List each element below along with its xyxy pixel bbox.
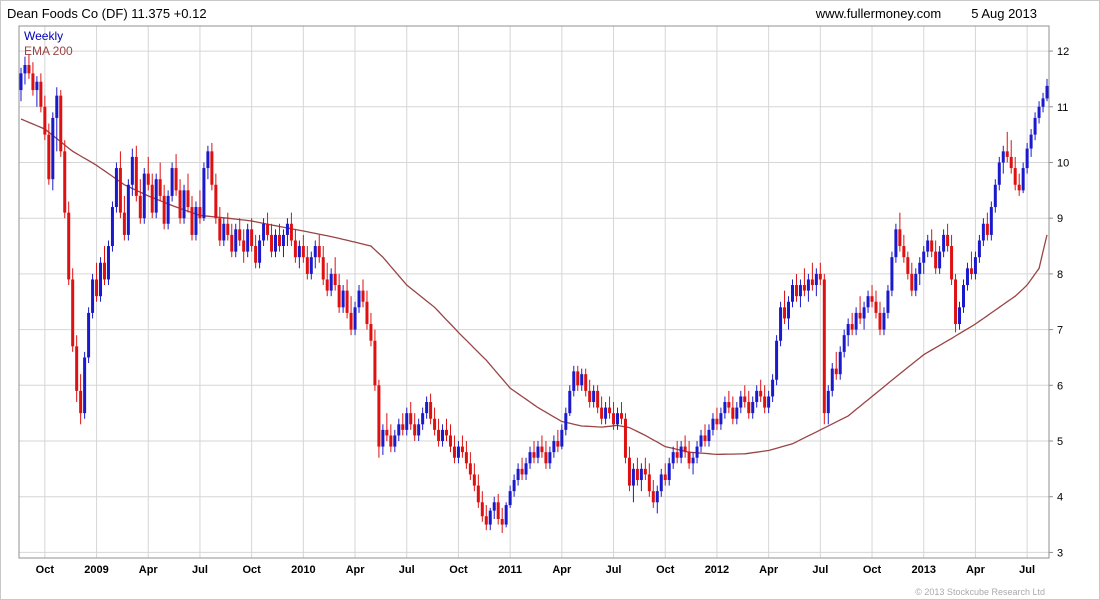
svg-text:Oct: Oct — [36, 564, 55, 576]
copyright-text: © 2013 Stockcube Research Ltd — [915, 587, 1045, 597]
timeframe-label: Weekly — [24, 29, 64, 43]
candles-series — [19, 53, 1049, 533]
svg-text:12: 12 — [1057, 46, 1069, 58]
date-text: 5 Aug 2013 — [971, 6, 1037, 21]
website-text: www.fullermoney.com — [815, 6, 942, 21]
chart-legend: Weekly EMA 200 — [24, 29, 73, 58]
svg-text:2010: 2010 — [291, 564, 315, 576]
svg-text:9: 9 — [1057, 213, 1063, 225]
instrument-title: Dean Foods Co (DF) 11.375 +0.12 — [7, 6, 207, 21]
svg-text:2009: 2009 — [84, 564, 108, 576]
svg-text:6: 6 — [1057, 380, 1063, 392]
svg-text:5: 5 — [1057, 436, 1063, 448]
svg-text:4: 4 — [1057, 492, 1063, 504]
svg-text:7: 7 — [1057, 325, 1063, 337]
svg-text:Apr: Apr — [346, 564, 366, 576]
y-axis-labels: 3 4 5 6 7 8 9 10 11 12 — [1049, 46, 1069, 559]
svg-text:Jul: Jul — [812, 564, 828, 576]
svg-text:Oct: Oct — [656, 564, 675, 576]
svg-text:Apr: Apr — [966, 564, 986, 576]
grid — [19, 26, 1049, 558]
x-axis-labels: Oct 2009 Apr Jul Oct 2010 Apr Jul Oct 2011 Apr Jul O… — [36, 564, 1035, 576]
svg-text:2013: 2013 — [911, 564, 935, 576]
svg-text:Oct: Oct — [449, 564, 468, 576]
svg-text:2012: 2012 — [705, 564, 729, 576]
svg-text:8: 8 — [1057, 269, 1063, 281]
svg-text:Jul: Jul — [606, 564, 622, 576]
svg-text:Jul: Jul — [1019, 564, 1035, 576]
svg-text:3: 3 — [1057, 547, 1063, 559]
svg-text:Jul: Jul — [399, 564, 415, 576]
svg-text:Apr: Apr — [759, 564, 779, 576]
svg-text:10: 10 — [1057, 157, 1069, 169]
svg-text:Jul: Jul — [192, 564, 208, 576]
svg-text:11: 11 — [1057, 102, 1068, 114]
svg-text:Oct: Oct — [863, 564, 882, 576]
svg-text:2011: 2011 — [498, 564, 522, 576]
svg-text:Apr: Apr — [552, 564, 572, 576]
chart-header: Dean Foods Co (DF) 11.375 +0.12 www.full… — [1, 1, 1099, 25]
plot-border — [18, 25, 1050, 559]
header-right: www.fullermoney.com 5 Aug 2013 — [816, 6, 1037, 21]
svg-text:Apr: Apr — [139, 564, 159, 576]
svg-text:Oct: Oct — [242, 564, 261, 576]
ema-label: EMA 200 — [24, 44, 73, 58]
